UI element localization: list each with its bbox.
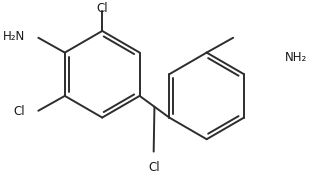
Text: H₂N: H₂N [3,30,25,43]
Text: NH₂: NH₂ [285,51,307,64]
Text: Cl: Cl [14,105,25,118]
Text: Cl: Cl [148,161,160,175]
Text: Cl: Cl [96,2,108,15]
